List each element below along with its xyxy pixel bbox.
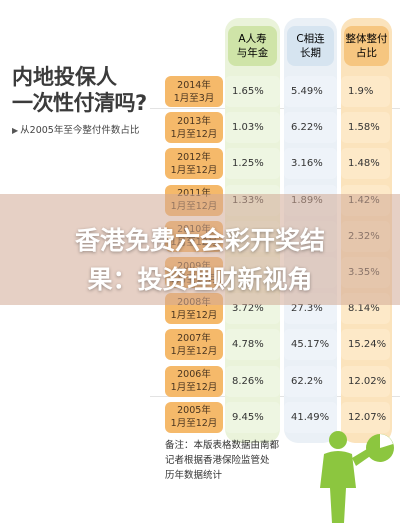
table-cell: 62.2% <box>284 365 337 397</box>
subtitle-text: 从2005年至今整付件数占比 <box>20 125 140 136</box>
table-cell: 1.48% <box>341 148 390 180</box>
table-row: 2012年 1月至12月 1.25% 3.16% 1.48% <box>165 148 390 180</box>
table-cell: 12.07% <box>341 401 390 433</box>
headline: 内地投保人 一次性付清吗? <box>12 64 172 116</box>
person-with-pie-illustration <box>320 431 394 523</box>
table-cell: 45.17% <box>284 329 337 361</box>
table-cell: 15.24% <box>341 329 390 361</box>
table-cell: 1.65% <box>225 76 280 107</box>
row-period-label: 2007年 1月至12月 <box>165 329 223 361</box>
column-header-b-text: C相连 长期 <box>296 33 325 59</box>
overlay-title: 香港免费六会彩开奖结 果：投资理财新视角 <box>0 221 400 299</box>
overlay-title-line2: 果：投资理财新视角 <box>87 265 313 294</box>
row-period-text: 2012年 1月至12月 <box>170 151 218 176</box>
table-row: 2006年 1月至12月 8.26% 62.2% 12.02% <box>165 365 390 397</box>
table-row: 2005年 1月至12月 9.45% 41.49% 12.07% <box>165 401 390 433</box>
row-period-label: 2006年 1月至12月 <box>165 365 223 397</box>
table-cell: 1.9% <box>341 76 390 107</box>
headline-line2: 一次性付清吗? <box>12 91 147 115</box>
footnote-line2: 记者根据香港保险监管处 <box>165 455 270 466</box>
row-period-label: 2014年 1月至3月 <box>165 76 223 107</box>
overlay-title-line1: 香港免费六会彩开奖结 <box>74 226 325 255</box>
column-header-c: 整体整付 占比 <box>344 26 389 66</box>
row-period-label: 2013年 1月至12月 <box>165 112 223 144</box>
table-cell: 1.25% <box>225 148 280 180</box>
pie-slice-icon <box>380 434 393 448</box>
table-row: 2013年 1月至12月 1.03% 6.22% 1.58% <box>165 112 390 144</box>
table-row: 2014年 1月至3月 1.65% 5.49% 1.9% <box>165 76 390 107</box>
row-period-text: 2005年 1月至12月 <box>170 405 218 430</box>
row-period-text: 2006年 1月至12月 <box>170 369 218 394</box>
row-period-text: 2013年 1月至12月 <box>170 115 218 140</box>
column-header-a: A人寿 与年金 <box>228 26 277 66</box>
figure-body <box>320 451 356 523</box>
figure-head <box>329 431 347 449</box>
table-cell: 1.03% <box>225 112 280 144</box>
table-cell: 1.58% <box>341 112 390 144</box>
table-cell: 3.16% <box>284 148 337 180</box>
column-header-a-text: A人寿 与年金 <box>236 33 269 59</box>
table-cell: 5.49% <box>284 76 337 107</box>
row-period-label: 2012年 1月至12月 <box>165 148 223 180</box>
table-row: 2007年 1月至12月 4.78% 45.17% 15.24% <box>165 329 390 361</box>
column-header-b: C相连 长期 <box>287 26 334 66</box>
row-period-text: 2007年 1月至12月 <box>170 332 218 357</box>
subtitle: ▶ 从2005年至今整付件数占比 <box>12 122 139 136</box>
table-cell: 4.78% <box>225 329 280 361</box>
footnote-line3: 历年数据统计 <box>165 470 223 481</box>
table-cell: 9.45% <box>225 401 280 433</box>
triangle-icon: ▶ <box>12 126 19 135</box>
table-cell: 12.02% <box>341 365 390 397</box>
footnote: 备注：本版表格数据由南都 记者根据香港保险监管处 历年数据统计 <box>165 438 320 483</box>
row-period-label: 2005年 1月至12月 <box>165 401 223 433</box>
title-overlay <box>0 194 400 305</box>
row-period-text: 2014年 1月至3月 <box>173 79 215 104</box>
headline-line1: 内地投保人 <box>12 65 117 89</box>
table-cell: 41.49% <box>284 401 337 433</box>
table-cell: 8.26% <box>225 365 280 397</box>
footnote-line1: 备注：本版表格数据由南都 <box>165 440 280 451</box>
table-cell: 6.22% <box>284 112 337 144</box>
column-header-c-text: 整体整付 占比 <box>345 33 388 59</box>
